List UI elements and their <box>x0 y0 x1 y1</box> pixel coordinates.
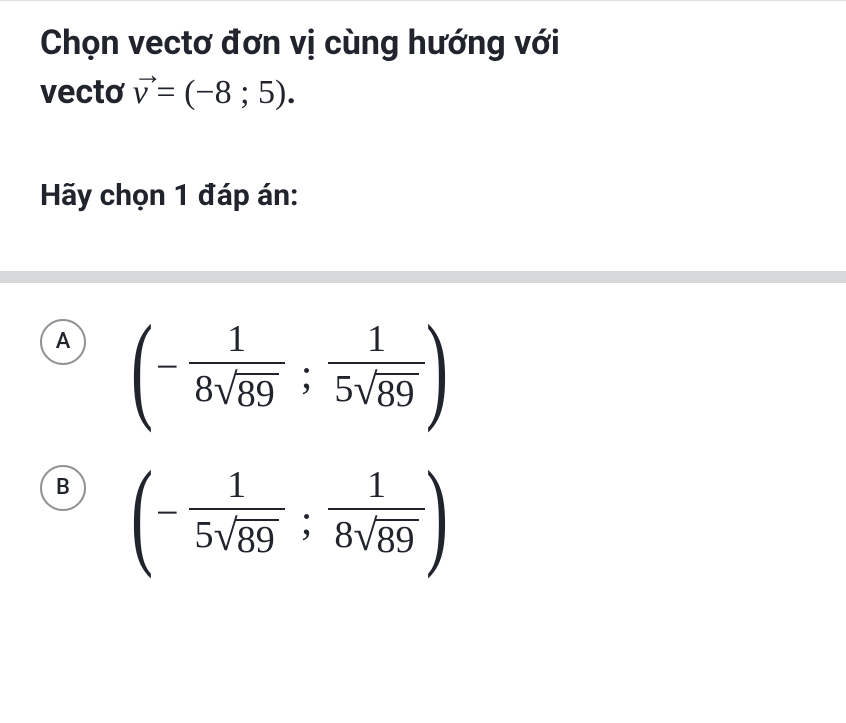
minus-sign: − <box>156 347 179 387</box>
option-a-row[interactable]: A ( − 1 8√89 ; 1 5√89 ) <box>40 313 806 421</box>
sqrt-a2: √89 <box>353 370 418 414</box>
semicolon-separator: ; <box>301 500 313 542</box>
option-b-radio[interactable]: B <box>40 465 86 511</box>
question-line2-prefix: vectơ <box>40 72 133 112</box>
denominator-a1: 8√89 <box>189 364 285 414</box>
fraction-b2: 1 8√89 <box>328 466 424 560</box>
denominator-b1: 5√89 <box>189 510 285 560</box>
right-paren-icon: ) <box>426 459 448 567</box>
fraction-a2: 1 5√89 <box>328 320 424 414</box>
left-paren-icon: ( <box>131 313 153 421</box>
option-a-letter: A <box>56 329 71 354</box>
sqrt-a1: √89 <box>214 370 279 414</box>
vector-expression: →v = (−8 ; 5) <box>133 74 287 111</box>
option-b-letter: B <box>56 475 70 500</box>
right-paren-icon: ) <box>426 313 448 421</box>
thick-separator <box>0 271 846 283</box>
denominator-a2: 5√89 <box>328 364 424 414</box>
question-area: Chọn vectơ đơn vị cùng hướng với vectơ →… <box>0 1 846 243</box>
minus-sign: − <box>156 493 179 533</box>
instruction-text: Hãy chọn 1 đáp án: <box>40 178 806 213</box>
vector-variable: →v <box>133 68 148 117</box>
fraction-b1: 1 5√89 <box>189 466 285 560</box>
denominator-b2: 8√89 <box>328 510 424 560</box>
vector-arrow-icon: → <box>133 55 162 97</box>
left-paren-icon: ( <box>131 459 153 567</box>
option-b-row[interactable]: B ( − 1 5√89 ; 1 8√89 ) <box>40 459 806 567</box>
semicolon-separator: ; <box>301 354 313 396</box>
option-a-math: ( − 1 8√89 ; 1 5√89 ) <box>122 313 456 421</box>
sqrt-b2: √89 <box>353 516 418 560</box>
option-a-radio[interactable]: A <box>40 319 86 365</box>
sqrt-b1: √89 <box>214 516 279 560</box>
question-text: Chọn vectơ đơn vị cùng hướng với vectơ →… <box>40 19 806 118</box>
option-b-math: ( − 1 5√89 ; 1 8√89 ) <box>122 459 456 567</box>
fraction-a1: 1 8√89 <box>189 320 285 414</box>
question-line1: Chọn vectơ đơn vị cùng hướng với <box>40 23 560 63</box>
options-container: A ( − 1 8√89 ; 1 5√89 ) B <box>0 283 846 567</box>
